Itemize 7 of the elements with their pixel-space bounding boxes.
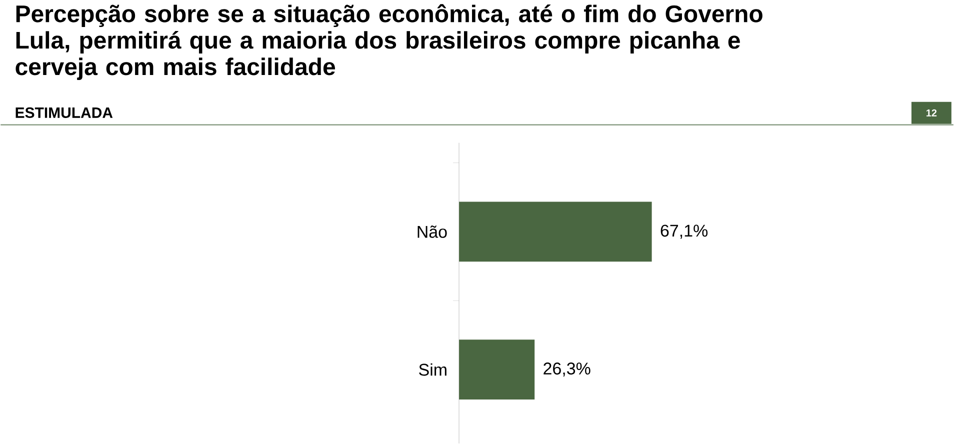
y-tick-label: Sim <box>419 364 446 376</box>
chart-title: Percepção sobre se a situação econômica, até o fim do Governo Lula, permitirá que a maioria dos brasileiros compre picanha e cerveja com mais facilidade <box>16 4 762 80</box>
y-tick-label: Não <box>418 226 447 238</box>
data-label: 26,3% <box>544 362 590 377</box>
text: 12 <box>926 110 937 117</box>
text: ESTIMULADA <box>16 108 113 118</box>
data-label: 67,1% <box>660 224 708 239</box>
